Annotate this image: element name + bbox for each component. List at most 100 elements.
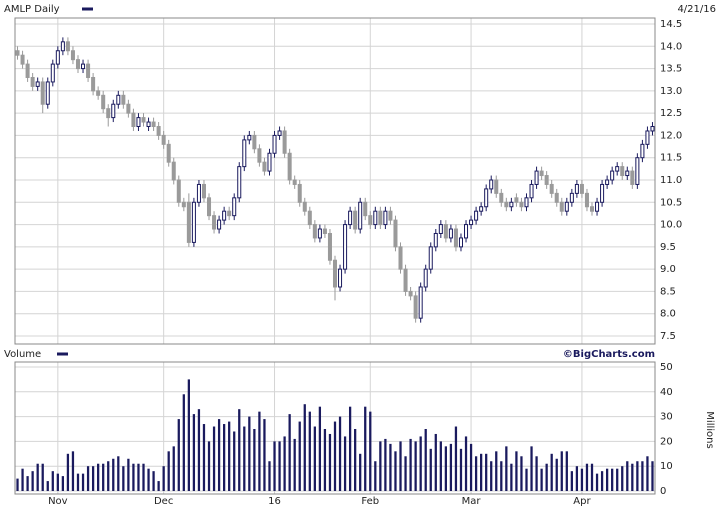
volume-bar	[600, 471, 604, 491]
candle-body	[181, 201, 186, 208]
candle-body	[635, 157, 640, 185]
candle-body	[403, 268, 408, 292]
candle-body	[161, 134, 166, 145]
candle-body	[494, 179, 499, 194]
candle-body	[534, 170, 539, 185]
volume-bar	[474, 456, 478, 491]
candle-body	[86, 63, 91, 78]
candle-body	[378, 210, 383, 226]
candle-body	[30, 76, 35, 87]
volume-bar	[459, 448, 463, 491]
volume-bar	[510, 463, 513, 491]
candle-body	[45, 81, 50, 105]
volume-bar	[308, 411, 311, 491]
candle-body	[489, 179, 494, 190]
candle-body	[554, 192, 559, 203]
x-tick-label: Mar	[462, 496, 482, 507]
candle-body	[484, 188, 489, 208]
candle-body	[469, 219, 474, 226]
volume-bar	[71, 451, 75, 491]
candle-body	[207, 197, 212, 217]
volume-bar	[485, 453, 488, 491]
candle-body	[332, 259, 338, 288]
y-tick-label: 40	[660, 387, 673, 398]
volume-bar	[162, 466, 165, 491]
volume-bar	[585, 463, 589, 491]
volume-bar	[605, 468, 609, 491]
candle-body	[101, 94, 106, 110]
candle-body	[247, 134, 252, 141]
x-tick-label: 16	[268, 496, 281, 507]
volume-bar	[298, 421, 301, 491]
volume-bar	[152, 471, 155, 491]
volume-bar	[469, 443, 473, 491]
candle-body	[620, 166, 625, 177]
candle-body	[418, 286, 423, 319]
y-tick-label: 13.5	[660, 64, 682, 75]
candle-body	[338, 268, 343, 288]
volume-bar	[243, 426, 246, 491]
candle-body	[589, 206, 595, 212]
volume-bar	[444, 446, 447, 491]
volume-bar	[454, 426, 458, 491]
candle-body	[91, 76, 96, 92]
volume-bar	[545, 463, 548, 491]
candle-body	[524, 197, 529, 208]
candle-body	[302, 201, 307, 212]
volume-bar	[16, 478, 19, 491]
candle-body	[40, 81, 45, 105]
volume-bar	[449, 443, 453, 491]
y-tick-label: 30	[660, 412, 673, 423]
candle-body	[60, 41, 65, 52]
candle-body	[50, 63, 55, 83]
volume-bar	[621, 466, 624, 491]
y-tick-label: 10	[660, 461, 673, 472]
volume-bar	[384, 438, 387, 491]
candle-body	[327, 232, 332, 261]
candle-body	[25, 63, 30, 78]
candle-body	[428, 246, 433, 270]
volume-bar	[409, 438, 412, 491]
candle-body	[595, 201, 600, 212]
y-tick-label: 14.5	[660, 19, 682, 30]
candle-body	[363, 201, 368, 217]
candle-body	[615, 166, 620, 172]
volume-bar	[535, 456, 538, 491]
volume-bar	[46, 481, 49, 491]
candle-body	[343, 224, 348, 270]
volume-bar	[197, 409, 201, 491]
volume-bar	[490, 461, 493, 491]
candle-body	[252, 134, 257, 150]
volume-bar	[424, 429, 427, 491]
y-axis-label: Millions	[704, 411, 715, 448]
candle-body	[166, 143, 171, 163]
candle-body	[116, 94, 121, 105]
volume-bar	[26, 476, 29, 491]
candle-body	[96, 90, 101, 96]
candle-body	[584, 192, 589, 208]
volume-bar	[560, 451, 563, 491]
volume-bar	[328, 433, 332, 491]
candle-body	[277, 130, 282, 136]
candle-body	[81, 63, 86, 70]
y-tick-label: 12.0	[660, 130, 682, 141]
volume-bar	[323, 429, 327, 491]
candle-body	[504, 201, 509, 208]
candle-body	[383, 210, 388, 226]
candle-body	[222, 210, 227, 221]
x-tick-label: Dec	[154, 496, 173, 507]
volume-bar	[76, 473, 80, 491]
volume-bar	[167, 451, 170, 491]
candle-body	[448, 228, 453, 239]
candle-body	[20, 54, 25, 65]
candle-body	[141, 117, 146, 123]
volume-bar	[359, 453, 362, 491]
volume-bar	[636, 461, 639, 491]
candle-body	[171, 161, 176, 181]
volume-bar	[646, 456, 649, 491]
volume-bar	[495, 451, 498, 491]
candle-body	[630, 170, 635, 185]
candle-body	[287, 152, 292, 181]
candle-body	[267, 152, 272, 172]
candle-body	[625, 170, 630, 177]
